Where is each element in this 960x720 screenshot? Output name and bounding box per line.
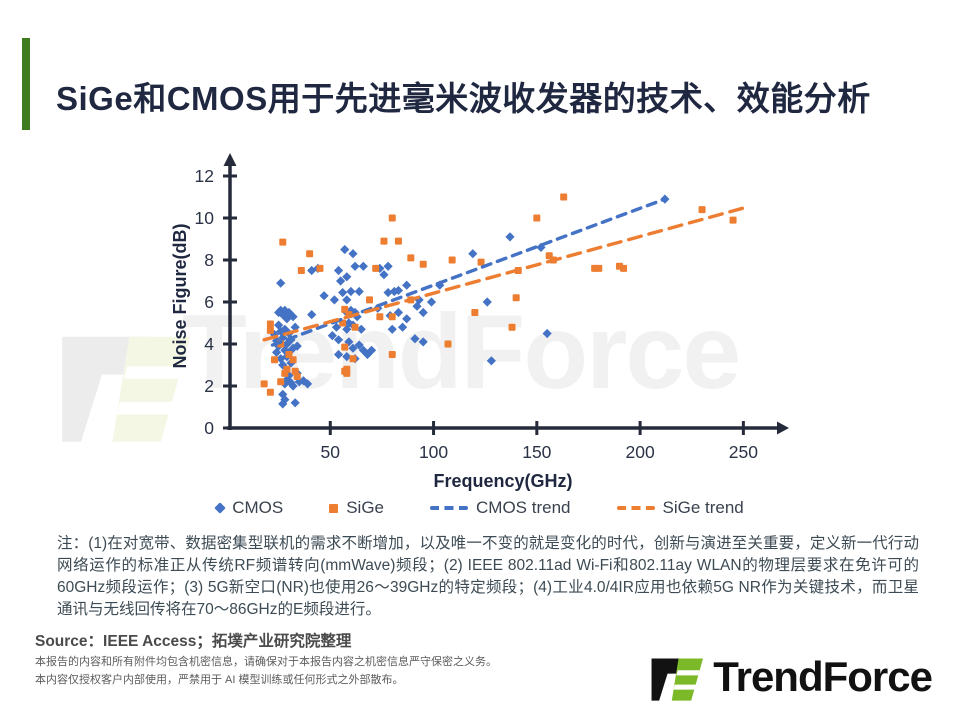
legend-item-sige: SiGe	[329, 498, 384, 518]
cmos-diamond-icon	[214, 502, 226, 514]
svg-text:150: 150	[522, 442, 551, 462]
sige-square-icon	[329, 503, 339, 513]
sige-trend-dash-icon	[616, 506, 655, 510]
svg-text:10: 10	[195, 208, 215, 228]
legend-label-sige: SiGe	[346, 498, 385, 517]
confidentiality-line-2: 本内容仅授权客户内部使用，严禁用于 AI 模型训练或任何形式之外部散布。	[35, 673, 404, 686]
legend-label-cmos: CMOS	[232, 498, 284, 517]
confidentiality-note: 本报告的内容和所有附件均包含机密信息，请确保对于本报告内容之机密信息严守保密之义…	[35, 654, 497, 689]
legend-item-sige-trend: SiGe trend	[616, 498, 744, 518]
svg-text:12: 12	[195, 166, 214, 186]
legend-label-sige-trend: SiGe trend	[662, 498, 744, 517]
source-line: Source：IEEE Access；拓墣产业研究院整理	[35, 633, 352, 650]
page-title: SiGe和CMOS用于先进毫米波收发器的技术、效能分析	[56, 80, 871, 118]
x-axis-label: Frequency(GHz)	[433, 471, 572, 491]
footnote-text: 注：(1)在对宽带、数据密集型联机的需求不断增加，以及唯一不变的就是变化的时代，…	[57, 535, 919, 618]
confidentiality-line-1: 本报告的内容和所有附件均包含机密信息，请确保对于本报告内容之机密信息严守保密之义…	[35, 656, 497, 668]
legend-item-cmos: CMOS	[214, 498, 284, 518]
trendforce-logo: TrendForce	[649, 650, 933, 704]
trendline-cmos-trend	[270, 197, 667, 347]
trendline-sige-trend	[262, 205, 748, 342]
noise-figure-chart: 50 100 150 200 250 0 2 4 6 8 10 12 Noise Figure(dB) F…	[170, 153, 789, 491]
svg-text:8: 8	[204, 250, 214, 270]
legend-label-cmos-trend: CMOS trend	[476, 498, 571, 517]
trendforce-logo-text: TrendForce	[713, 653, 933, 700]
svg-text:4: 4	[204, 334, 214, 354]
watermark-logo-icon	[62, 336, 191, 442]
svg-text:200: 200	[625, 442, 654, 462]
chart-legend: CMOS SiGe CMOS trend SiGe trend	[0, 498, 960, 518]
svg-text:250: 250	[729, 442, 758, 462]
svg-text:6: 6	[204, 292, 214, 312]
series-cmos	[269, 194, 670, 409]
svg-text:100: 100	[419, 442, 448, 462]
legend-item-cmos-trend: CMOS trend	[430, 498, 571, 518]
series-sige	[260, 193, 737, 396]
title-accent-bar	[22, 38, 30, 130]
chart-axes: 50 100 150 200 250 0 2 4 6 8 10 12 Noise Figure(dB) F…	[170, 153, 789, 491]
svg-text:50: 50	[321, 442, 341, 462]
svg-text:0: 0	[204, 418, 214, 438]
y-axis-label: Noise Figure(dB)	[170, 223, 190, 368]
cmos-trend-dash-icon	[430, 506, 469, 510]
trendforce-logo-icon	[651, 658, 704, 701]
svg-text:2: 2	[204, 376, 214, 396]
